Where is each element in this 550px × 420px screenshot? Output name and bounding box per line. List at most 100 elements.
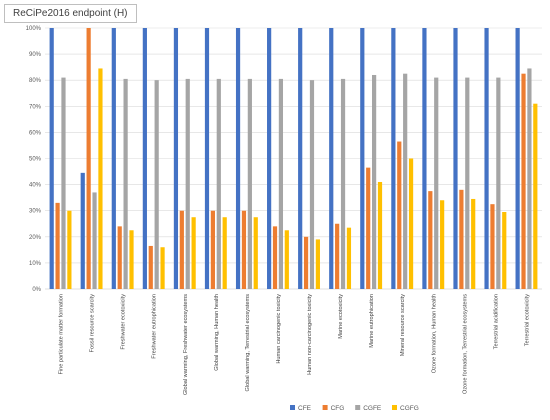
bar-cfg (335, 223, 340, 289)
category-label: Marine ecotoxicity (338, 294, 344, 339)
bar-cgfe (465, 77, 470, 289)
y-tick-label: 20% (29, 235, 42, 241)
bar-cfg (303, 236, 309, 289)
gridlines (45, 27, 542, 290)
bar-cgfg (160, 247, 165, 289)
bar-cgfe (185, 78, 190, 290)
bar-cgfe (247, 78, 252, 290)
bar-cfg (179, 210, 184, 289)
bar-cgfg (408, 158, 414, 289)
bar-cfg (459, 189, 464, 289)
bar-cgfg (253, 217, 258, 289)
y-tick-label: 80% (29, 78, 42, 84)
category-label: Human non-carcinogenic toxicity (307, 294, 313, 375)
bar-cfg (86, 28, 91, 289)
y-axis-ticks: 0% 10% 20% 30% 40% 50% 60% 70% 80% 90% 100% (26, 26, 42, 293)
bar-cgfg (502, 212, 507, 289)
bar-cfe (484, 28, 489, 289)
legend-label: CGFG (400, 405, 419, 412)
category-label: Ozone formation, Terrestrial ecosystems (462, 294, 468, 394)
bar-cfe (391, 28, 396, 289)
bar-cfg (55, 202, 60, 289)
category-label: Mineral resource scarcity (400, 294, 406, 356)
y-tick-label: 70% (29, 104, 42, 110)
bar-cfg (397, 141, 402, 289)
legend-label: CFG (331, 405, 345, 412)
bar-cfe (235, 28, 241, 289)
bar-cgfg (129, 230, 134, 289)
legend: CFE CFG CGFE CGFG (290, 405, 419, 412)
bar-cgfg (440, 200, 445, 289)
bar-cfe (329, 28, 334, 289)
category-label: Freshwater ecotoxicity (121, 294, 127, 350)
bar-cfe (422, 28, 427, 289)
category-label: Marine eutrophication (369, 294, 375, 348)
category-label: Fine particulate matter formation (59, 294, 65, 375)
category-label: Terrestrial ecotoxicity (524, 294, 530, 346)
bar-cfe (453, 28, 458, 289)
legend-label: CFE (298, 405, 312, 412)
bar-cgfg (346, 227, 352, 289)
bar-cfe (515, 28, 520, 289)
y-tick-label: 10% (29, 261, 42, 267)
category-labels: Fine particulate matter formation Fossil … (59, 294, 531, 395)
bar-cgfg (315, 239, 320, 289)
bar-cgfg (533, 103, 538, 289)
bar-cgfe (154, 80, 159, 289)
bar-cfg (490, 204, 495, 289)
y-tick-label: 40% (29, 183, 42, 189)
category-label: Terrestrial acidification (493, 294, 499, 349)
bar-cgfg (377, 181, 383, 289)
bar-cfg (428, 191, 433, 289)
bar-cgfe (123, 78, 128, 290)
category-label: Global warming, Freshwater ecosystems (183, 294, 189, 395)
legend-swatch (322, 405, 328, 410)
bar-cfe (111, 28, 116, 289)
bar-cfg (210, 210, 215, 289)
bar-cgfe (278, 78, 284, 290)
bar-cgfe (309, 80, 315, 289)
bar-cgfg (471, 198, 476, 289)
bar-cgfg (284, 230, 289, 289)
bar-cgfg (222, 217, 227, 289)
legend-swatch (355, 405, 361, 410)
bar-cfe (173, 28, 179, 289)
bar-cfe (204, 28, 210, 289)
bar-cfe (298, 28, 303, 289)
category-label: Freshwater eutrophication (152, 294, 158, 359)
category-label: Global warming, Human health (214, 294, 220, 371)
bar-cgfe (496, 77, 501, 289)
bar-cfe (80, 172, 85, 289)
bar-cgfe (216, 78, 221, 290)
category-label: Fossil resource scarcity (90, 294, 96, 353)
legend-label: CGFE (363, 405, 382, 412)
bar-cgfg (98, 68, 103, 289)
y-tick-label: 30% (29, 209, 42, 215)
y-tick-label: 0% (32, 287, 41, 293)
bar-cgfg (191, 217, 196, 289)
chart-title: ReCiPe2016 endpoint (H) (4, 4, 137, 23)
bar-cfe (267, 28, 272, 289)
bar-cgfe (527, 68, 532, 289)
category-label: Ozone formation, Human health (431, 294, 437, 373)
category-label: Global warming, Terrestrial ecosystems (245, 294, 251, 392)
bars (49, 28, 538, 290)
bar-cfg (521, 73, 526, 289)
bar-cgfg (67, 210, 72, 289)
y-tick-label: 50% (29, 157, 42, 163)
bar-cfg (117, 226, 122, 289)
bar-cgfe (434, 77, 439, 289)
y-tick-label: 90% (29, 52, 42, 58)
bar-cgfe (340, 78, 346, 290)
y-tick-label: 60% (29, 130, 42, 136)
bar-cfg (366, 167, 371, 289)
bar-cgfe (92, 192, 97, 289)
bar-cfg (241, 210, 247, 289)
bar-cfe (49, 28, 54, 289)
bar-cfg (272, 226, 278, 289)
bar-cgfe (61, 77, 66, 289)
legend-swatch (392, 405, 397, 410)
bar-cfe (360, 28, 365, 289)
bar-cfg (148, 245, 153, 289)
